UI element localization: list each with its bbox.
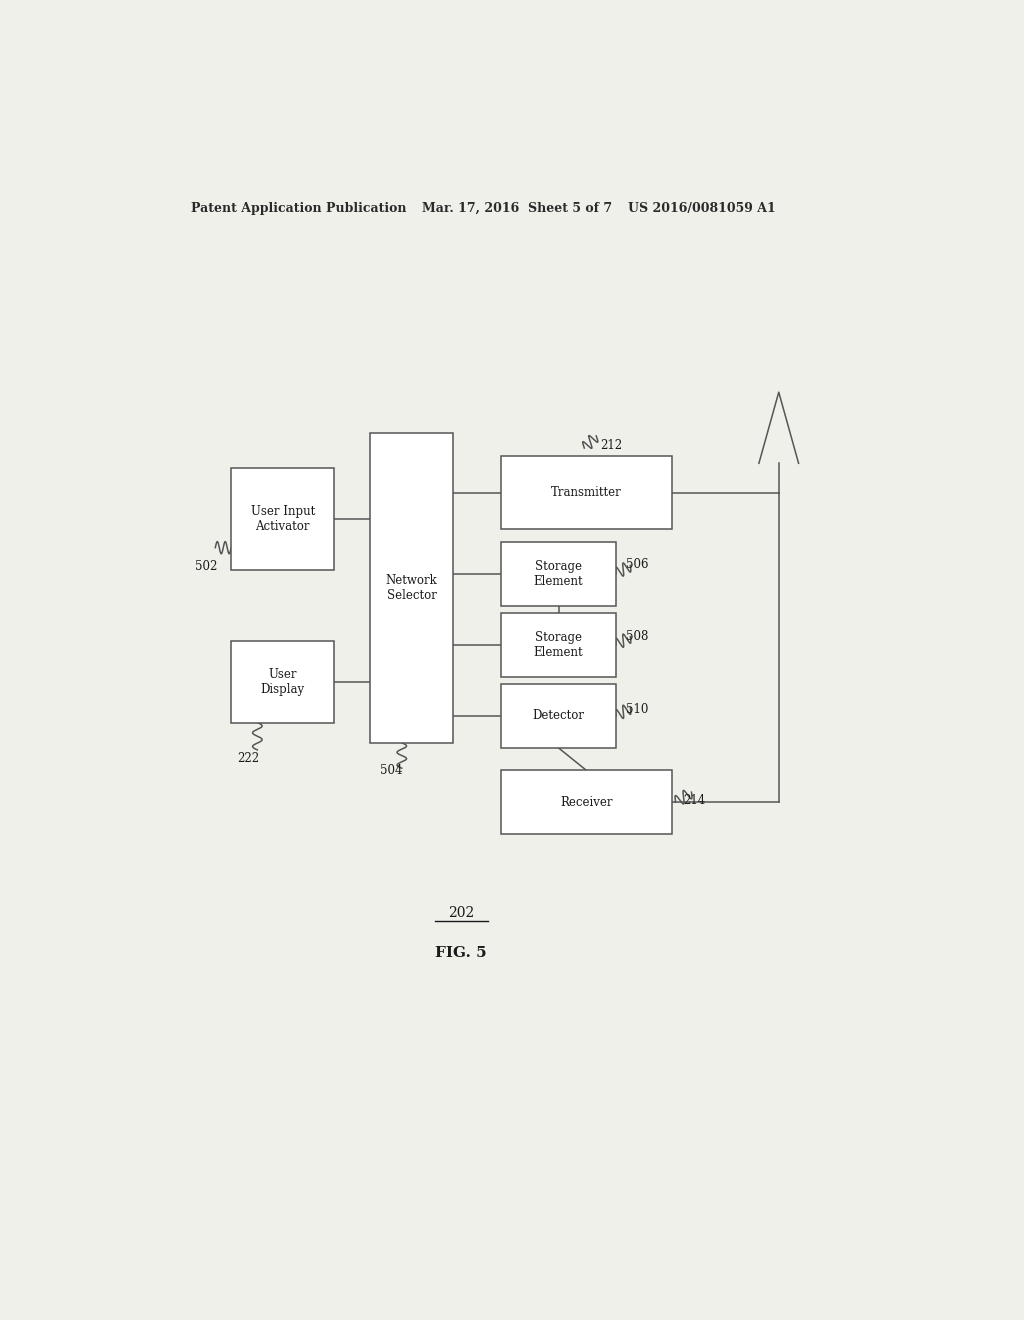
Text: Transmitter: Transmitter (551, 486, 622, 499)
Text: 504: 504 (380, 764, 402, 776)
Text: 222: 222 (238, 751, 260, 764)
FancyBboxPatch shape (501, 771, 672, 834)
Text: Receiver: Receiver (560, 796, 612, 809)
FancyBboxPatch shape (501, 457, 672, 529)
Text: 510: 510 (627, 702, 649, 715)
Text: Network
Selector: Network Selector (386, 574, 437, 602)
Text: 202: 202 (449, 906, 474, 920)
Text: 506: 506 (627, 558, 649, 572)
Text: FIG. 5: FIG. 5 (435, 946, 487, 960)
Text: Patent Application Publication: Patent Application Publication (191, 202, 407, 215)
Text: Detector: Detector (532, 709, 585, 722)
Text: 508: 508 (627, 630, 649, 643)
FancyBboxPatch shape (370, 433, 454, 743)
FancyBboxPatch shape (501, 612, 616, 677)
FancyBboxPatch shape (231, 642, 334, 722)
FancyBboxPatch shape (231, 469, 334, 570)
FancyBboxPatch shape (501, 684, 616, 748)
FancyBboxPatch shape (501, 541, 616, 606)
Text: Storage
Element: Storage Element (534, 560, 584, 587)
Text: User Input
Activator: User Input Activator (251, 506, 314, 533)
Text: US 2016/0081059 A1: US 2016/0081059 A1 (628, 202, 776, 215)
Text: 212: 212 (600, 438, 623, 451)
Text: Mar. 17, 2016  Sheet 5 of 7: Mar. 17, 2016 Sheet 5 of 7 (422, 202, 611, 215)
Text: 502: 502 (196, 561, 218, 573)
Text: Storage
Element: Storage Element (534, 631, 584, 659)
Text: User
Display: User Display (261, 668, 305, 696)
Text: 214: 214 (684, 795, 706, 808)
